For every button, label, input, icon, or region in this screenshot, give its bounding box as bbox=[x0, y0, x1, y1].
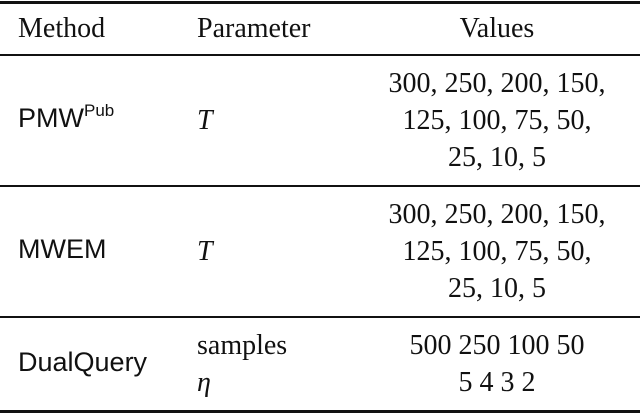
values-line: 125, 100, 75, 50, bbox=[402, 105, 592, 136]
parameter: samples bbox=[197, 330, 288, 361]
rule bbox=[0, 1, 640, 4]
values-line: 500 250 100 50 bbox=[409, 330, 585, 361]
rule bbox=[0, 316, 640, 318]
values-line: 25, 10, 5 bbox=[448, 142, 546, 173]
parameter: T bbox=[197, 236, 213, 267]
parameter: T bbox=[197, 105, 213, 136]
method-name: PMW bbox=[18, 103, 84, 133]
method-cell: MWEM bbox=[18, 231, 106, 268]
rule bbox=[0, 185, 640, 187]
method-cell: DualQuery bbox=[18, 344, 147, 381]
method-cell: PMWPub bbox=[18, 100, 114, 137]
rule bbox=[0, 54, 640, 56]
method-name: DualQuery bbox=[18, 346, 148, 377]
values-line: 300, 250, 200, 150, bbox=[388, 199, 606, 230]
values-line: 5 4 3 2 bbox=[458, 367, 536, 398]
method-superscript: Pub bbox=[83, 101, 115, 120]
header-cell: Method bbox=[18, 13, 106, 44]
values-line: 125, 100, 75, 50, bbox=[402, 236, 592, 267]
header-cell: Values bbox=[459, 13, 535, 44]
values-line: 25, 10, 5 bbox=[448, 273, 546, 304]
rule bbox=[0, 410, 640, 413]
parameter: η bbox=[197, 367, 211, 398]
header-cell: Parameter bbox=[197, 13, 311, 44]
method-name: MWEM bbox=[18, 234, 107, 264]
values-line: 300, 250, 200, 150, bbox=[388, 68, 606, 99]
